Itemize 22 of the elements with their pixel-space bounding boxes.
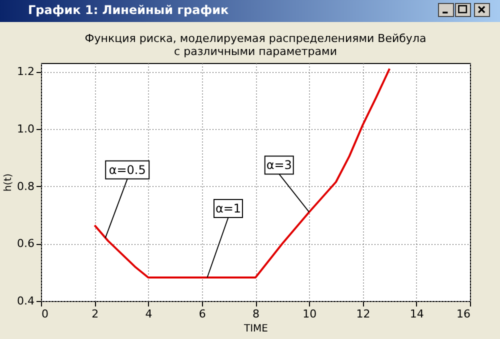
x-tick-label: 8 [252, 308, 260, 320]
x-tick-label: 4 [145, 308, 152, 320]
y-tick-label: 0.4 [17, 294, 34, 308]
y-tick-label: 0.6 [17, 237, 34, 250]
x-tick-label: 2 [92, 308, 99, 320]
annotation: α=3 [266, 158, 292, 172]
x-tick-label: 0 [42, 308, 48, 320]
y-tick-label: 1.0 [17, 122, 34, 136]
x-tick-label: 12 [356, 308, 370, 320]
x-tick-label: 16 [456, 308, 470, 320]
x-axis-title: TIME [242, 324, 268, 334]
x-tick-label: 6 [198, 308, 206, 320]
text: График 1: Линейный график [28, 3, 229, 17]
chart-title: Функция риска, моделируемая распределениями Вейбула с различными параметрами [84, 32, 426, 58]
x-tick-label: 14 [410, 308, 424, 320]
x-tick-label: 10 [302, 308, 317, 320]
annotation: α=1 [215, 201, 242, 216]
y-tick-label: 1.2 [17, 65, 34, 78]
line-series [94, 68, 391, 278]
annotation: α=0.5 [108, 162, 146, 177]
y-tick-label: 0.8 [17, 180, 34, 193]
y-axis-title: h(t) [3, 173, 14, 192]
